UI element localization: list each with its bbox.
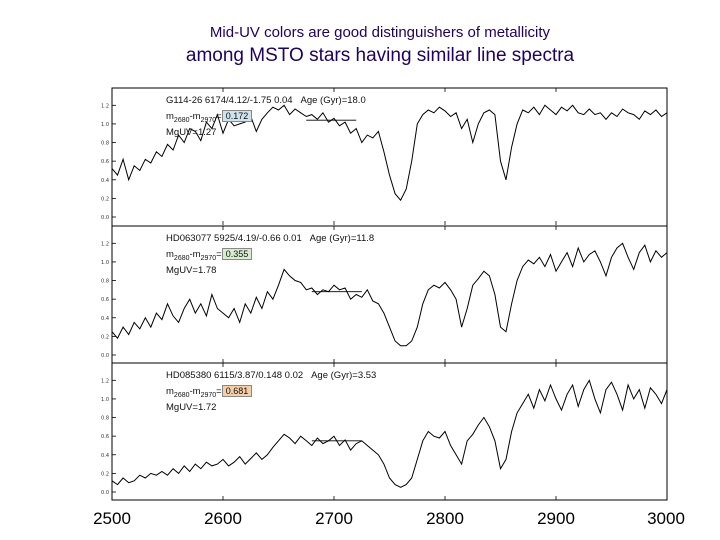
- y-tick-label: 1.0: [101, 397, 109, 403]
- y-tick-label: 0.2: [101, 196, 109, 202]
- x-tick-label: 2800: [426, 509, 464, 528]
- panel-1-m-value: 0.172: [221, 110, 253, 122]
- y-tick-label: 0.0: [101, 353, 109, 359]
- y-tick-label: 0.2: [101, 471, 109, 477]
- panel-2-age-label: Age (Gyr)=11.8: [309, 233, 375, 244]
- y-tick-label: 0.0: [101, 215, 109, 221]
- y-tick-label: 0.6: [101, 159, 109, 165]
- y-tick-label: 1.0: [101, 122, 109, 128]
- spectrum-line-panel-3: [111, 379, 668, 488]
- panel-3-info: HD085380 6115/3.87/0.148 0.02 Age (Gyr)=…: [166, 370, 377, 413]
- panel-3-m-value: 0.681: [221, 385, 253, 397]
- panel-1-star-line: G114-26 6174/4.12/-1.75 0.04: [166, 95, 293, 106]
- x-tick-label: 2500: [93, 509, 131, 528]
- y-tick-label: 0.4: [101, 178, 109, 184]
- plot-frame: [111, 87, 668, 501]
- panel-3-age-label: Age (Gyr)=3.53: [311, 370, 377, 381]
- y-tick-label: 0.8: [101, 416, 109, 422]
- y-tick-label: 1.0: [101, 260, 109, 266]
- slide-title-line2: among MSTO stars having similar line spe…: [185, 45, 575, 66]
- panel-2-mguv-label: MgUV=1.78: [166, 264, 217, 276]
- panel-1-mguv-label: MgUV=1.27: [166, 126, 217, 138]
- y-tick-label: 0.4: [101, 453, 109, 459]
- panel-3-star-line: HD085380 6115/3.87/0.148 0.02: [166, 370, 304, 381]
- spectrum-line-panel-2: [111, 242, 668, 347]
- panel-2-m-value: 0.355: [221, 248, 253, 260]
- y-tick-label: 1.2: [101, 378, 109, 384]
- panel-2-star-line: HD063077 5925/4.19/-0.66 0.01: [166, 233, 302, 244]
- y-tick-label: 0.8: [101, 279, 109, 285]
- x-tick-label: 3000: [647, 509, 685, 528]
- y-tick-label: 0.6: [101, 297, 109, 303]
- panel-1-info: G114-26 6174/4.12/-1.75 0.04 Age (Gyr)=1…: [166, 95, 366, 138]
- y-tick-label: 1.2: [101, 241, 109, 247]
- y-tick-label: 0.0: [101, 490, 109, 496]
- y-tick-label: 0.4: [101, 316, 109, 322]
- x-tick-label: 2900: [537, 509, 575, 528]
- y-tick-label: 0.2: [101, 334, 109, 340]
- x-tick-label: 2600: [204, 509, 242, 528]
- y-tick-label: 1.2: [101, 103, 109, 109]
- slide-title-line1: Mid-UV colors are good distinguishers of…: [209, 24, 551, 41]
- panel-3-mguv-label: MgUV=1.72: [166, 401, 217, 413]
- y-tick-label: 0.8: [101, 141, 109, 147]
- y-tick-label: 0.6: [101, 434, 109, 440]
- spectrum-line-panel-1: [111, 104, 668, 202]
- panel-2-info: HD063077 5925/4.19/-0.66 0.01 Age (Gyr)=…: [166, 233, 375, 276]
- panel-1-age-label: Age (Gyr)=18.0: [300, 95, 366, 106]
- x-tick-label: 2700: [315, 509, 353, 528]
